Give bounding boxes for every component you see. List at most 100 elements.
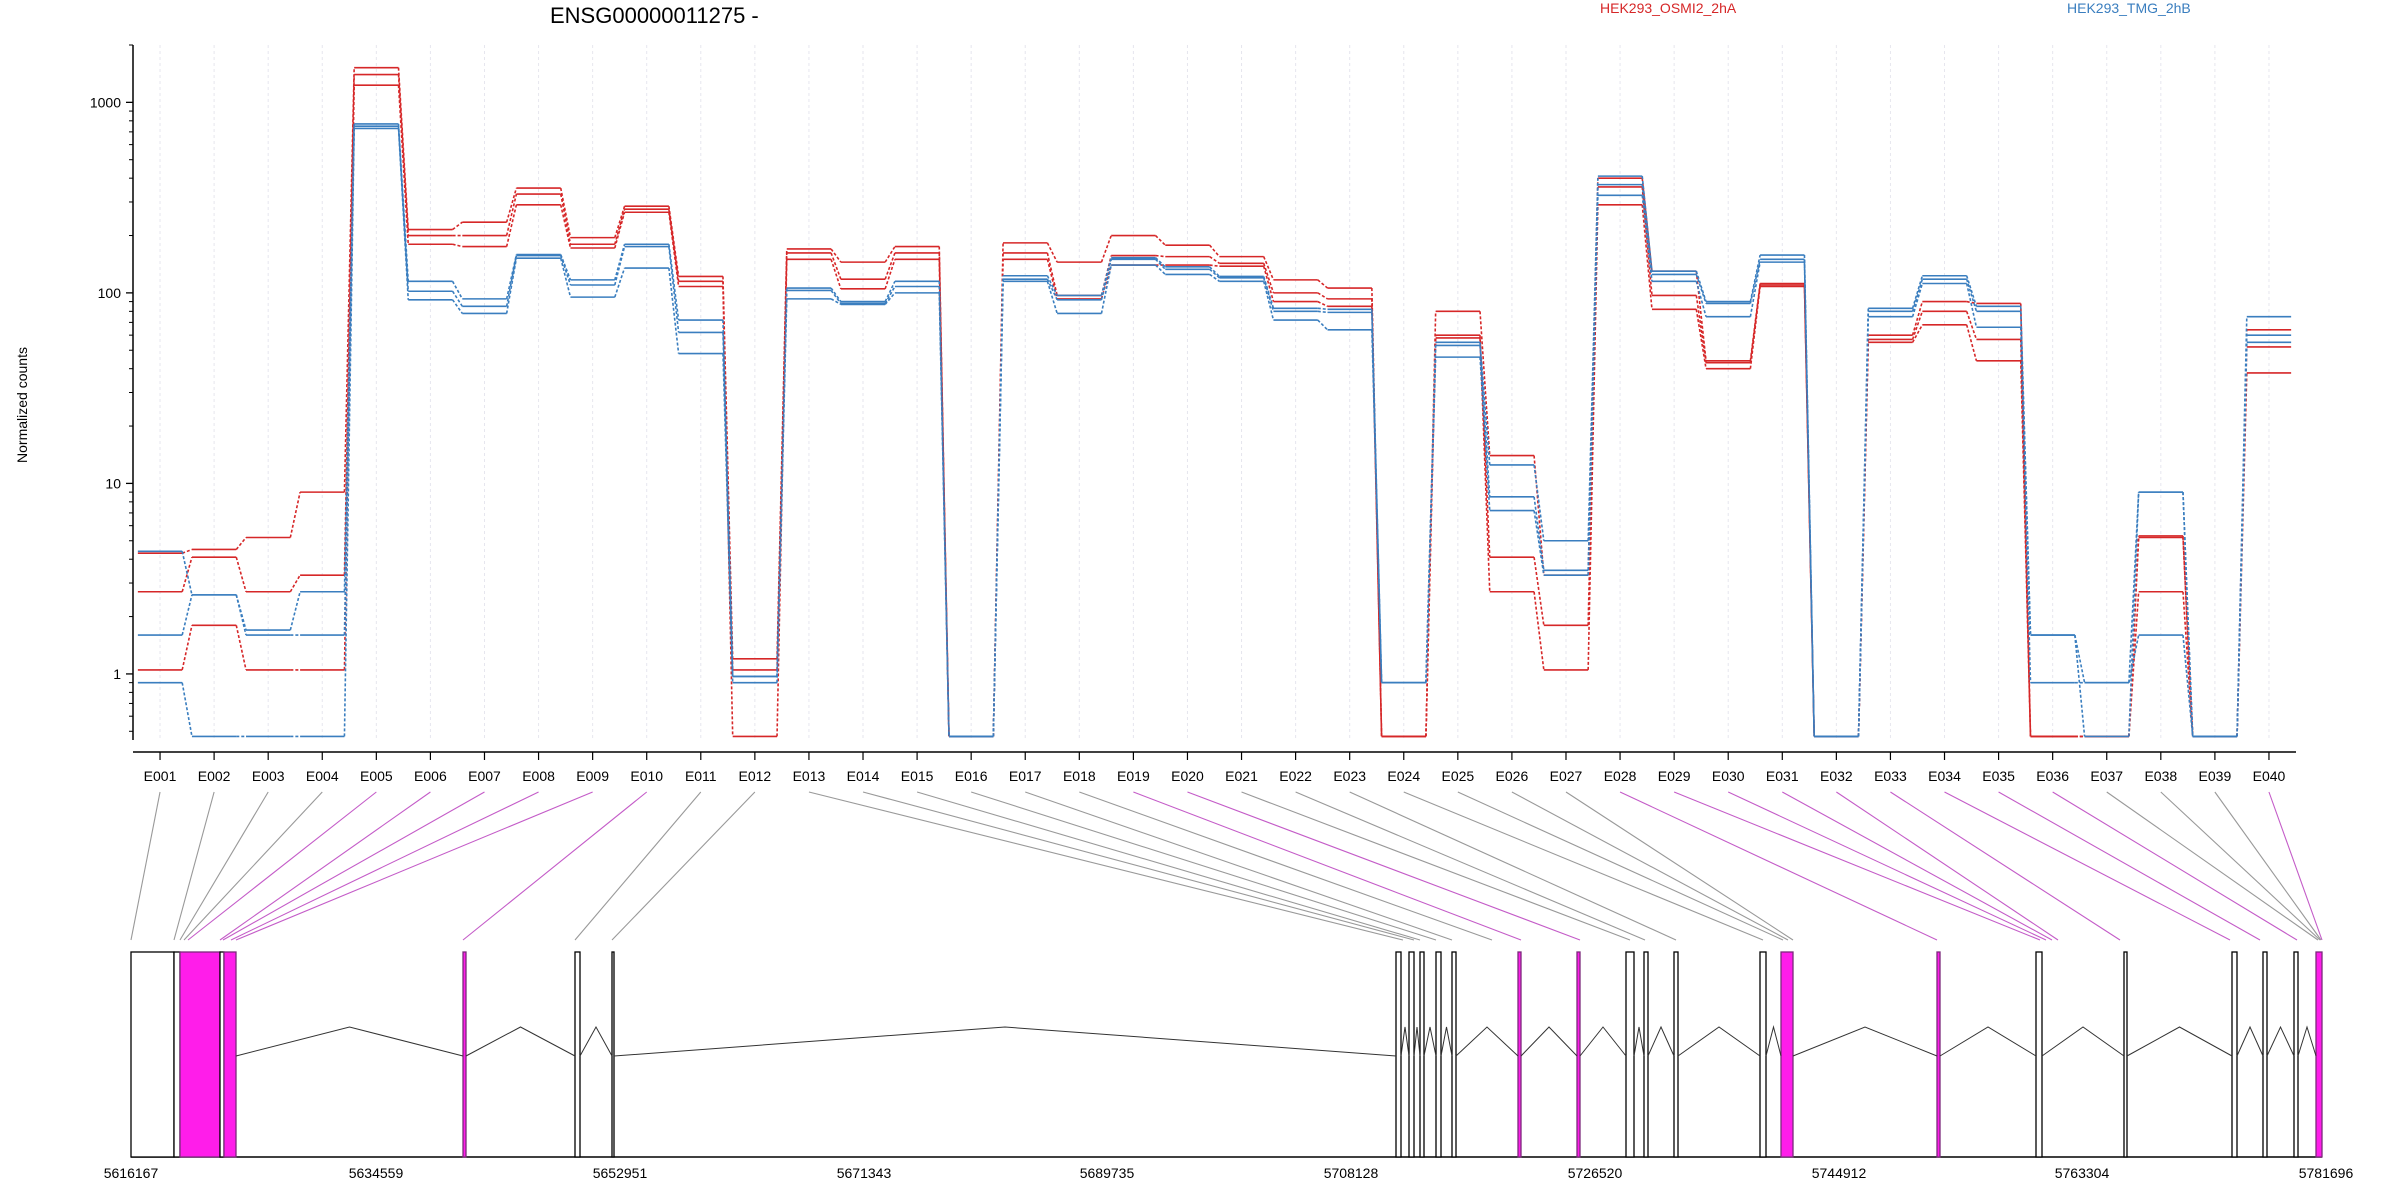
exon-block (223, 951, 237, 1158)
intron-line (1939, 1026, 2037, 1057)
exon-connector (183, 791, 323, 941)
series-connector (2182, 634, 2194, 737)
series-line (137, 84, 2292, 738)
series-connector (505, 187, 518, 223)
series-line (137, 66, 2292, 738)
exon-label: E027 (1550, 768, 1583, 784)
series-connector (1911, 324, 1924, 343)
series-connector (1046, 252, 1058, 296)
series-connector (1425, 342, 1437, 683)
intron-line (613, 1026, 1397, 1057)
series-connector (614, 208, 626, 245)
exon-label: E031 (1766, 768, 1799, 784)
exon-connector (1565, 791, 1794, 941)
series-connector (1749, 283, 1761, 361)
exon-block (2231, 951, 2238, 1158)
coordinate-label: 5634559 (349, 1165, 404, 1181)
exon-label: E020 (1171, 768, 1204, 784)
exon-block (1435, 951, 1442, 1158)
series-connector (722, 276, 734, 659)
exon-connector (130, 791, 161, 941)
series-connector (1046, 278, 1058, 301)
series-connector (1641, 184, 1653, 275)
series-connector (451, 280, 464, 300)
series-connector (397, 126, 410, 292)
exon-block (2123, 951, 2128, 1158)
series-connector (559, 193, 572, 245)
intron-line (2126, 1026, 2233, 1057)
series-connector (1209, 266, 1220, 277)
exon-block (1576, 951, 1581, 1158)
exon-connector (1511, 791, 1789, 941)
exon-label: E035 (1982, 768, 2015, 784)
series-connector (1209, 273, 1220, 282)
series-connector (1100, 264, 1113, 314)
series-connector (451, 290, 463, 307)
series-connector (884, 252, 896, 280)
exon-label: E029 (1658, 768, 1691, 784)
series-connector (1371, 312, 1383, 683)
exon-connector-lines (130, 791, 2323, 941)
series-connector (1479, 342, 1491, 466)
series-connector (2182, 492, 2194, 737)
exon-connector (222, 791, 485, 941)
exon-connector (1727, 791, 2047, 941)
exon-label: E001 (144, 768, 177, 784)
y-tick-label: 1000 (90, 94, 121, 110)
exon-label: E013 (793, 768, 826, 784)
exon-connector (916, 791, 1421, 941)
series-connector (1965, 324, 1978, 362)
series-line (137, 73, 2292, 738)
series-connector (884, 292, 896, 305)
series-connector (505, 254, 518, 300)
series-connector (235, 556, 247, 592)
exon-connector (219, 791, 431, 941)
series-connector (289, 574, 301, 593)
exon-connector (2052, 791, 2298, 941)
series-connector (235, 594, 247, 631)
series-connector (1965, 311, 1978, 340)
coordinate-label: 5708128 (1324, 1165, 1379, 1181)
series-connector (938, 292, 950, 737)
series-connector (1317, 319, 1329, 331)
exon-connector (1782, 791, 2053, 941)
exon-label: E028 (1604, 768, 1637, 784)
exon-label: E012 (739, 768, 772, 784)
exon-connector (1349, 791, 1677, 941)
exon-connector (462, 791, 648, 941)
series-connector (1803, 255, 1815, 737)
exon-block (179, 951, 221, 1158)
series-connector (452, 243, 463, 248)
series-connector (668, 244, 680, 321)
series-connector (2128, 492, 2140, 683)
series-connector (992, 279, 1004, 737)
series-connector (1911, 275, 1924, 309)
exon-connector (862, 791, 1415, 941)
exon-label: E039 (2199, 768, 2232, 784)
series-connector (1965, 278, 1978, 312)
intron-line (235, 1026, 464, 1057)
series-connector (505, 258, 518, 314)
series-connector (1425, 311, 1437, 737)
exon-label: E005 (360, 768, 393, 784)
exon-block (1780, 951, 1794, 1158)
exon-label: E016 (955, 768, 988, 784)
exon-label: E002 (198, 768, 231, 784)
exon-connector (1944, 791, 2231, 941)
exon-block (2293, 951, 2299, 1158)
series-connector (2128, 537, 2140, 737)
exon-label: E004 (306, 768, 339, 784)
series-connector (668, 267, 680, 354)
exon-block (462, 951, 467, 1158)
exon-connector (1836, 791, 2059, 941)
exon-block (1625, 951, 1635, 1158)
series-connector (1911, 283, 1924, 317)
series-connector (2128, 535, 2140, 737)
exon-label: E026 (1496, 768, 1529, 784)
y-axis-ticks: 1 10 100 1000 (90, 44, 133, 732)
exon-block (1759, 951, 1767, 1158)
exon-label: E021 (1225, 768, 1258, 784)
exon-block (1408, 951, 1415, 1158)
gene-model-track (130, 951, 2323, 1158)
exon-connector (808, 791, 1404, 941)
